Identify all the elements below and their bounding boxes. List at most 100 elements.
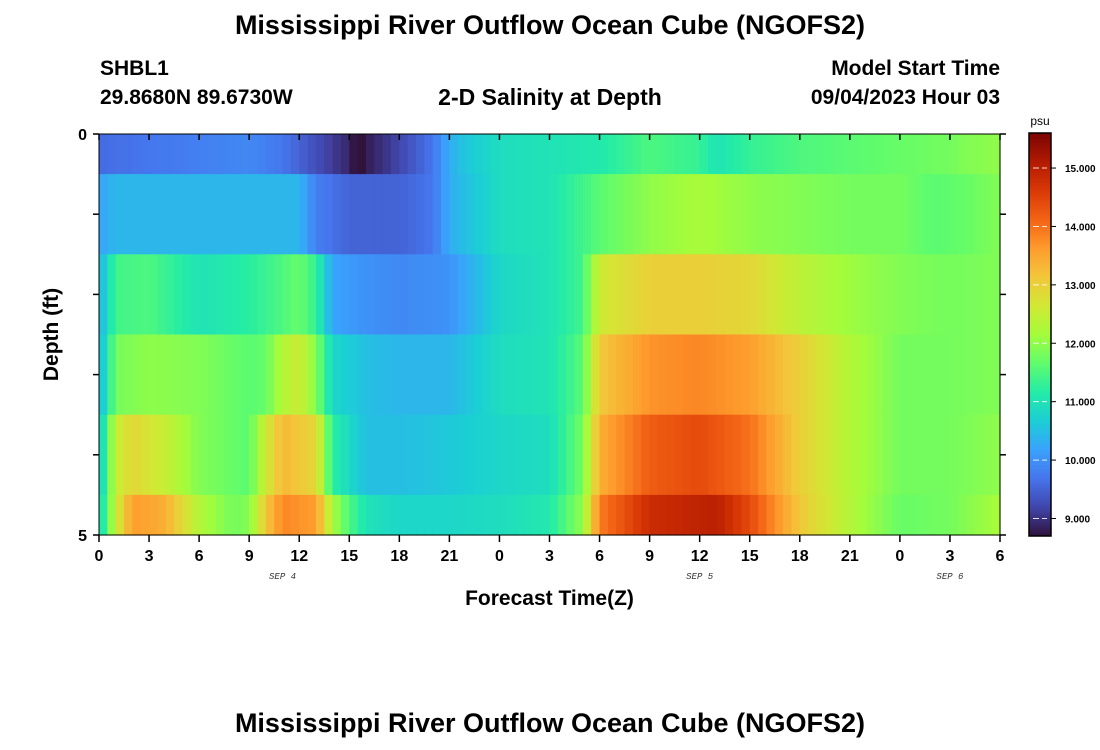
heatmap-cell [949, 254, 959, 336]
heatmap-cell [774, 254, 784, 336]
heatmap-cell [491, 254, 501, 336]
heatmap-cell [791, 334, 801, 416]
heatmap-cell [274, 494, 284, 536]
heatmap-cell [374, 254, 384, 336]
heatmap-cell [841, 414, 851, 496]
heatmap-cell [974, 414, 984, 496]
heatmap-cell [741, 494, 751, 536]
heatmap-cell [866, 254, 876, 336]
heatmap-cell [666, 254, 676, 336]
model-start-label: Model Start Time [831, 57, 1000, 80]
heatmap-cell [666, 334, 676, 416]
heatmap-cell [365, 174, 375, 255]
heatmap-cell [449, 494, 459, 536]
heatmap-cell [966, 334, 976, 416]
heatmap-cell [624, 174, 634, 255]
heatmap-cell [699, 174, 709, 255]
heatmap-cell [557, 494, 567, 536]
heatmap-cell [991, 414, 1001, 496]
heatmap-cell [741, 254, 751, 336]
heatmap-cell [524, 334, 534, 416]
heatmap-cell [516, 254, 526, 336]
heatmap-cell [282, 334, 292, 416]
heatmap-cell [657, 334, 667, 416]
heatmap-cell [566, 254, 576, 336]
heatmap-cell [407, 254, 417, 336]
heatmap-cell [416, 134, 425, 175]
heatmap-cell [157, 494, 167, 536]
heatmap-cell [808, 254, 818, 336]
x-tick-label: 12 [290, 548, 308, 565]
heatmap-cell [282, 174, 292, 255]
heatmap-cell [215, 174, 225, 255]
heatmap-cell [215, 494, 225, 536]
heatmap-cell [699, 414, 709, 496]
colorbar-tick-label: 12.000 [1065, 339, 1096, 350]
heatmap-cell [624, 494, 634, 536]
heatmap-cell [799, 134, 809, 175]
heatmap-cell [374, 414, 384, 496]
heatmap-cell [974, 254, 984, 336]
heatmap-cell [858, 174, 868, 255]
heatmap-cell [632, 414, 642, 496]
heatmap-cell [541, 414, 551, 496]
heatmap-cell [457, 334, 467, 416]
heatmap-cell [274, 174, 284, 255]
heatmap-cell [866, 414, 876, 496]
heatmap-cell [582, 494, 592, 536]
heatmap-cell [374, 334, 384, 416]
heatmap-cell [466, 414, 476, 496]
heatmap-cell [357, 134, 367, 175]
heatmap-cell [974, 334, 984, 416]
x-tick-label: 6 [195, 548, 204, 565]
heatmap-cell [808, 334, 818, 416]
heatmap-cell [791, 254, 801, 336]
heatmap-cell [766, 414, 776, 496]
heatmap-cell [340, 134, 350, 175]
heatmap-cell [249, 494, 259, 536]
heatmap-cell [274, 334, 284, 416]
heatmap-cell [290, 334, 300, 416]
heatmap-cell [958, 494, 968, 536]
heatmap-cell [299, 254, 309, 336]
heatmap-cell [799, 334, 809, 416]
heatmap-cell [883, 414, 893, 496]
heatmap-cell [324, 494, 334, 536]
heatmap-cell [182, 414, 192, 496]
heatmap-cell [474, 254, 484, 336]
heatmap-cell [107, 134, 117, 175]
heatmap-cell [157, 134, 167, 175]
heatmap-cell [733, 254, 742, 336]
heatmap-cell [632, 494, 642, 536]
heatmap-cell [582, 174, 592, 255]
heatmap-cell [858, 334, 868, 416]
heatmap-cell [499, 254, 509, 336]
heatmap-cell [282, 134, 292, 175]
heatmap-cell [424, 174, 434, 255]
heatmap-cell [607, 414, 617, 496]
heatmap-cell [307, 414, 317, 496]
heatmap-cell [699, 254, 709, 336]
heatmap-cell [265, 134, 275, 175]
heatmap-cell [332, 494, 342, 536]
heatmap-cell [974, 134, 984, 175]
heatmap-cell [99, 254, 108, 336]
heatmap-cell [758, 494, 767, 536]
x-tick-label: 9 [245, 548, 254, 565]
heatmap-cells [99, 134, 1001, 536]
heatmap-cell [833, 414, 843, 496]
heatmap-cell [816, 334, 826, 416]
heatmap-cell [549, 414, 559, 496]
heatmap-cell [174, 254, 184, 336]
heatmap-cell [207, 414, 217, 496]
heatmap-cell [357, 334, 367, 416]
heatmap-cell [307, 334, 317, 416]
heatmap-cell [691, 254, 701, 336]
heatmap-cell [224, 414, 234, 496]
heatmap-cell [682, 494, 692, 536]
heatmap-cell [115, 334, 125, 416]
x-tick-label: 12 [691, 548, 709, 565]
heatmap-cell [165, 494, 175, 536]
heatmap-cell [307, 494, 317, 536]
station-coordinates: 29.8680N 89.6730W [100, 86, 293, 109]
